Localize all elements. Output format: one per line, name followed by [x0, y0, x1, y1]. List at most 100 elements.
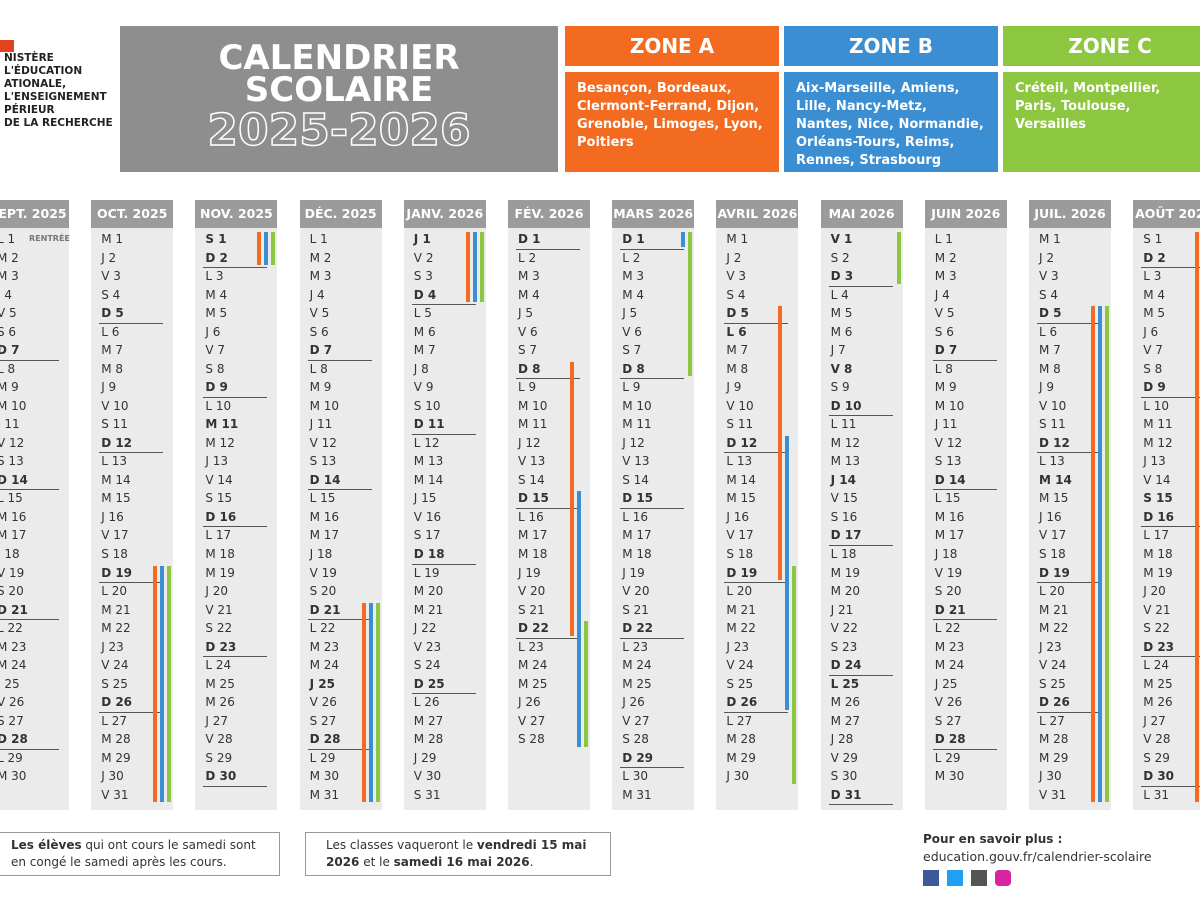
day: M 4: [518, 287, 540, 302]
week-separator: [724, 711, 789, 713]
week-separator: [620, 637, 685, 639]
day: V 19: [0, 565, 25, 580]
day: M 22: [1039, 621, 1069, 636]
day: V 17: [1039, 528, 1067, 543]
day: M 8: [726, 361, 749, 376]
day: S 6: [309, 324, 329, 339]
day: L 10: [1143, 398, 1169, 413]
day: V 13: [622, 454, 650, 469]
day: S 6: [934, 324, 954, 339]
day: L 9: [518, 380, 537, 395]
week-separator: [0, 619, 59, 621]
day: J 18: [934, 547, 958, 561]
day: M 11: [205, 417, 239, 432]
rentree-label: RENTRÉE: [29, 234, 70, 243]
day: M 29: [726, 750, 756, 765]
week-separator: [1037, 452, 1101, 454]
month-column: M 1 J 2 V 3 S 4 D 5 L 6 M 7 M 8 J 9 V 10 S 11 D 12 L…: [91, 228, 174, 810]
day: L 29: [934, 750, 961, 765]
day: D 30: [205, 769, 237, 784]
day: J 13: [1143, 454, 1166, 469]
day: M 19: [1143, 565, 1173, 580]
day: M 1: [1039, 232, 1061, 246]
day: J 23: [726, 639, 750, 654]
instagram-icon[interactable]: [995, 870, 1011, 886]
week-separator: [620, 248, 685, 250]
day: M 10: [309, 398, 340, 413]
day: D 23: [205, 639, 237, 654]
day: M 2: [309, 250, 332, 265]
day: S 25: [101, 676, 128, 691]
day: S 11: [726, 417, 754, 432]
day: J 4: [309, 287, 325, 302]
day: D 18: [413, 547, 445, 561]
week-separator: [1141, 267, 1200, 269]
note-text: Les classes vaqueront le: [326, 838, 477, 852]
month-header: JANV. 2026: [403, 200, 486, 228]
day: M 25: [205, 676, 235, 691]
day: D 26: [1039, 695, 1070, 710]
day: J 23: [101, 639, 124, 654]
day: M 8: [101, 361, 123, 376]
day: M 23: [0, 639, 27, 654]
day: J 20: [1143, 584, 1166, 599]
day: J 5: [518, 306, 533, 321]
day: V 9: [413, 380, 434, 395]
note-box: Les élèves qui ont cours le samedi sont …: [0, 832, 280, 876]
day: S 20: [934, 584, 962, 599]
day: J 9: [1039, 380, 1054, 395]
day: M 18: [205, 547, 235, 561]
day: L 29: [309, 750, 336, 765]
day: J 6: [1143, 324, 1159, 339]
week-separator: [411, 693, 476, 695]
day: J 16: [101, 509, 124, 524]
day: D 19: [726, 565, 758, 580]
day: M 11: [622, 417, 652, 432]
day: J 2: [726, 250, 742, 265]
day: V 20: [622, 584, 650, 599]
vacation-bar: [896, 232, 901, 284]
zone-name: ZONE B: [784, 26, 998, 66]
day: S 27: [309, 713, 337, 728]
day: S 25: [1039, 676, 1066, 691]
day: D 23: [1143, 639, 1175, 654]
title-box: CALENDRIER SCOLAIRE 2025-2026: [120, 26, 558, 172]
day: M 18: [518, 547, 548, 561]
day: D 21: [0, 602, 28, 617]
more-url[interactable]: education.gouv.fr/calendrier-scolaire: [923, 849, 1152, 864]
day: M 26: [830, 695, 861, 710]
day: M 26: [1143, 695, 1173, 710]
week-separator: [620, 507, 685, 509]
vacation-bar: [785, 435, 790, 710]
day: S 16: [830, 509, 858, 524]
vacation-bar: [271, 232, 276, 266]
vacation-bar: [465, 232, 470, 303]
day: V 19: [934, 565, 963, 580]
day: J 8: [413, 361, 429, 376]
facebook-icon[interactable]: [923, 870, 939, 886]
day: D 3: [830, 269, 854, 284]
note-text: et le: [359, 855, 394, 869]
vacation-bar: [778, 306, 783, 581]
month-header: AOÛT 2026: [1133, 200, 1200, 228]
day: L 30: [622, 769, 648, 784]
note-text: samedi 16 mai 2026: [393, 855, 530, 869]
day: S 29: [1143, 750, 1170, 765]
twitter-icon[interactable]: [947, 870, 963, 886]
month-header: AVRIL 2026: [716, 200, 799, 228]
day: V 27: [622, 713, 650, 728]
day: J 18: [0, 547, 20, 561]
day: L 5: [413, 306, 432, 321]
month-column: S 1 D 2 L 3 M 4 M 5 J 6 V 7 S 8 D 9 L 10 M 11 M 12 J…: [1133, 228, 1200, 810]
day: D 12: [1039, 435, 1070, 450]
day: M 11: [1143, 417, 1173, 432]
day: L 17: [205, 528, 232, 543]
day: V 21: [1143, 602, 1171, 617]
day: M 3: [518, 269, 540, 284]
day: L 22: [0, 621, 23, 636]
snapchat-icon[interactable]: [971, 870, 987, 886]
day: J 26: [518, 695, 541, 710]
day: V 26: [309, 695, 337, 710]
day: L 13: [101, 454, 127, 469]
